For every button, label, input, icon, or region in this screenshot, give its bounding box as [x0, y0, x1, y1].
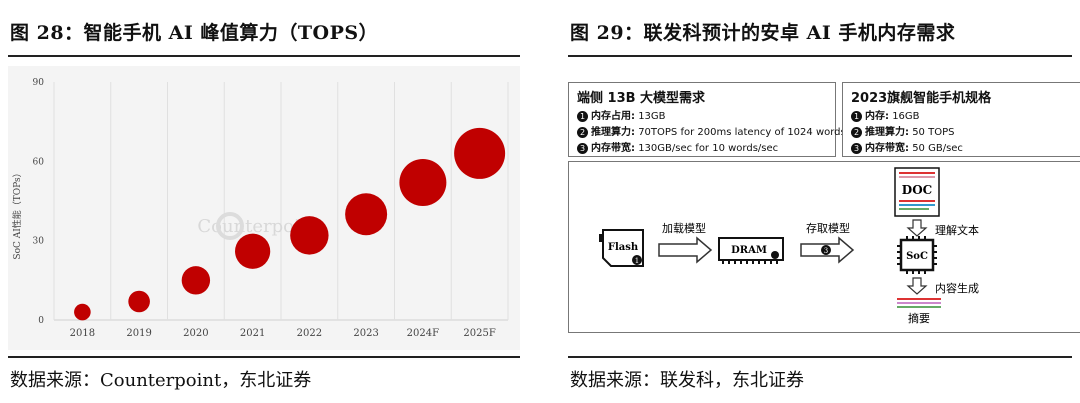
flagship-memory: 1 内存: 16GB: [851, 107, 920, 122]
y-axis-label: SoC AI性能（TOPs）: [11, 168, 23, 259]
flagship-compute: 2 推理算力: 50 TOPS: [851, 123, 954, 138]
requirement-title: 端侧 13B 大模型需求: [577, 91, 706, 106]
bubble-2022: [290, 216, 329, 255]
soc-chip-icon: [897, 236, 937, 274]
chart-area: Counterpoint 0 30 60 90 2018 2019 2020 2021 202…: [8, 66, 520, 350]
bubble-2019: [128, 290, 150, 313]
flow-svg: Flash 1 加载模型 DRAM 3 存取模型: [599, 167, 979, 325]
document-icon: [894, 167, 940, 217]
bubble-2018: [74, 303, 91, 321]
y-tick-label: 60: [33, 157, 45, 167]
y-tick-label: 90: [33, 78, 45, 88]
bubble-2025F: [454, 127, 506, 179]
soc-label: SoC: [906, 251, 928, 262]
y-tick-label: 0: [38, 316, 44, 326]
x-tick-label: 2021: [240, 328, 265, 339]
bubble-2023: [345, 193, 388, 236]
summary-icon: [897, 298, 941, 308]
bubble-2024F: [399, 158, 447, 206]
dram-label: DRAM: [731, 245, 767, 256]
access-label: 存取模型: [806, 221, 850, 235]
title-rule: [8, 55, 520, 57]
requirement-memory: 1 内存占用: 13GB: [577, 107, 666, 122]
x-tick-label: 2023: [353, 328, 378, 339]
x-tick-label: 2018: [70, 328, 95, 339]
doc-label: DOC: [902, 183, 932, 197]
generate-label: 内容生成: [935, 281, 979, 295]
bubble-chart: Counterpoint 0 30 60 90 2018 2019 2020 2021 202…: [11, 78, 509, 339]
right-figure: 图 29：联发科预计的安卓 AI 手机内存需求 端侧 13B 大模型需求 1 内存…: [560, 0, 1080, 403]
x-tick-label: 2024F: [407, 328, 439, 339]
bubble-2021: [235, 233, 271, 269]
understand-label: 理解文本: [935, 223, 979, 237]
summary-label: 摘要: [908, 311, 930, 325]
bubble-2020: [181, 266, 211, 295]
x-tick-label: 2025F: [463, 328, 495, 339]
requirement-bandwidth: 3 内存带宽: 130GB/sec for 10 words/sec: [577, 139, 778, 154]
access-badge: 3: [824, 247, 828, 255]
dram-chip-icon: [718, 237, 784, 264]
generate-arrow-icon: [906, 277, 928, 295]
figure-title: 图 28：智能手机 AI 峰值算力（TOPS）: [10, 22, 379, 44]
bubbles: [74, 127, 506, 321]
flash-badge: 1: [635, 257, 639, 265]
left-figure: 图 28：智能手机 AI 峰值算力（TOPS） Counterpoint 0 30…: [0, 0, 528, 403]
load-arrow-icon: [658, 236, 713, 264]
requirement-compute: 2 推理算力: 70TOPS for 200ms latency of 1024 …: [577, 123, 846, 138]
flagship-title: 2023旗舰智能手机规格: [851, 91, 992, 106]
grid: [53, 82, 509, 321]
memory-diagram: 端侧 13B 大模型需求 1 内存占用: 13GB 2 推理算力: 70TOPS f…: [568, 66, 1080, 350]
y-ticks: 0 30 60 90: [33, 78, 45, 326]
source-rule: [8, 356, 520, 358]
source-rule: [568, 356, 1072, 358]
x-tick-label: 2022: [297, 328, 322, 339]
x-ticks: 2018 2019 2020 2021 2022 2023 2024F 2025F: [70, 328, 496, 339]
source-note: 数据来源：联发科，东北证券: [570, 370, 804, 391]
watermark: Counterpoint: [197, 216, 319, 237]
flow-box: Flash 1 加载模型 DRAM 3 存取模型: [568, 161, 1080, 333]
requirement-box: 端侧 13B 大模型需求 1 内存占用: 13GB 2 推理算力: 70TOPS f…: [568, 82, 846, 157]
x-tick-label: 2019: [126, 328, 151, 339]
source-note: 数据来源：Counterpoint，东北证券: [10, 370, 312, 391]
flagship-bandwidth: 3 内存带宽: 50 GB/sec: [851, 139, 963, 154]
flash-card-icon: [599, 229, 644, 267]
title-rule: [568, 55, 1072, 57]
x-tick-label: 2020: [183, 328, 208, 339]
understand-arrow-icon: [906, 219, 928, 237]
watermark-logo-icon: [216, 212, 244, 240]
figure-title: 图 29：联发科预计的安卓 AI 手机内存需求: [570, 22, 956, 44]
flash-label: Flash: [608, 242, 639, 253]
y-tick-label: 30: [33, 237, 45, 247]
load-label: 加载模型: [662, 221, 706, 235]
